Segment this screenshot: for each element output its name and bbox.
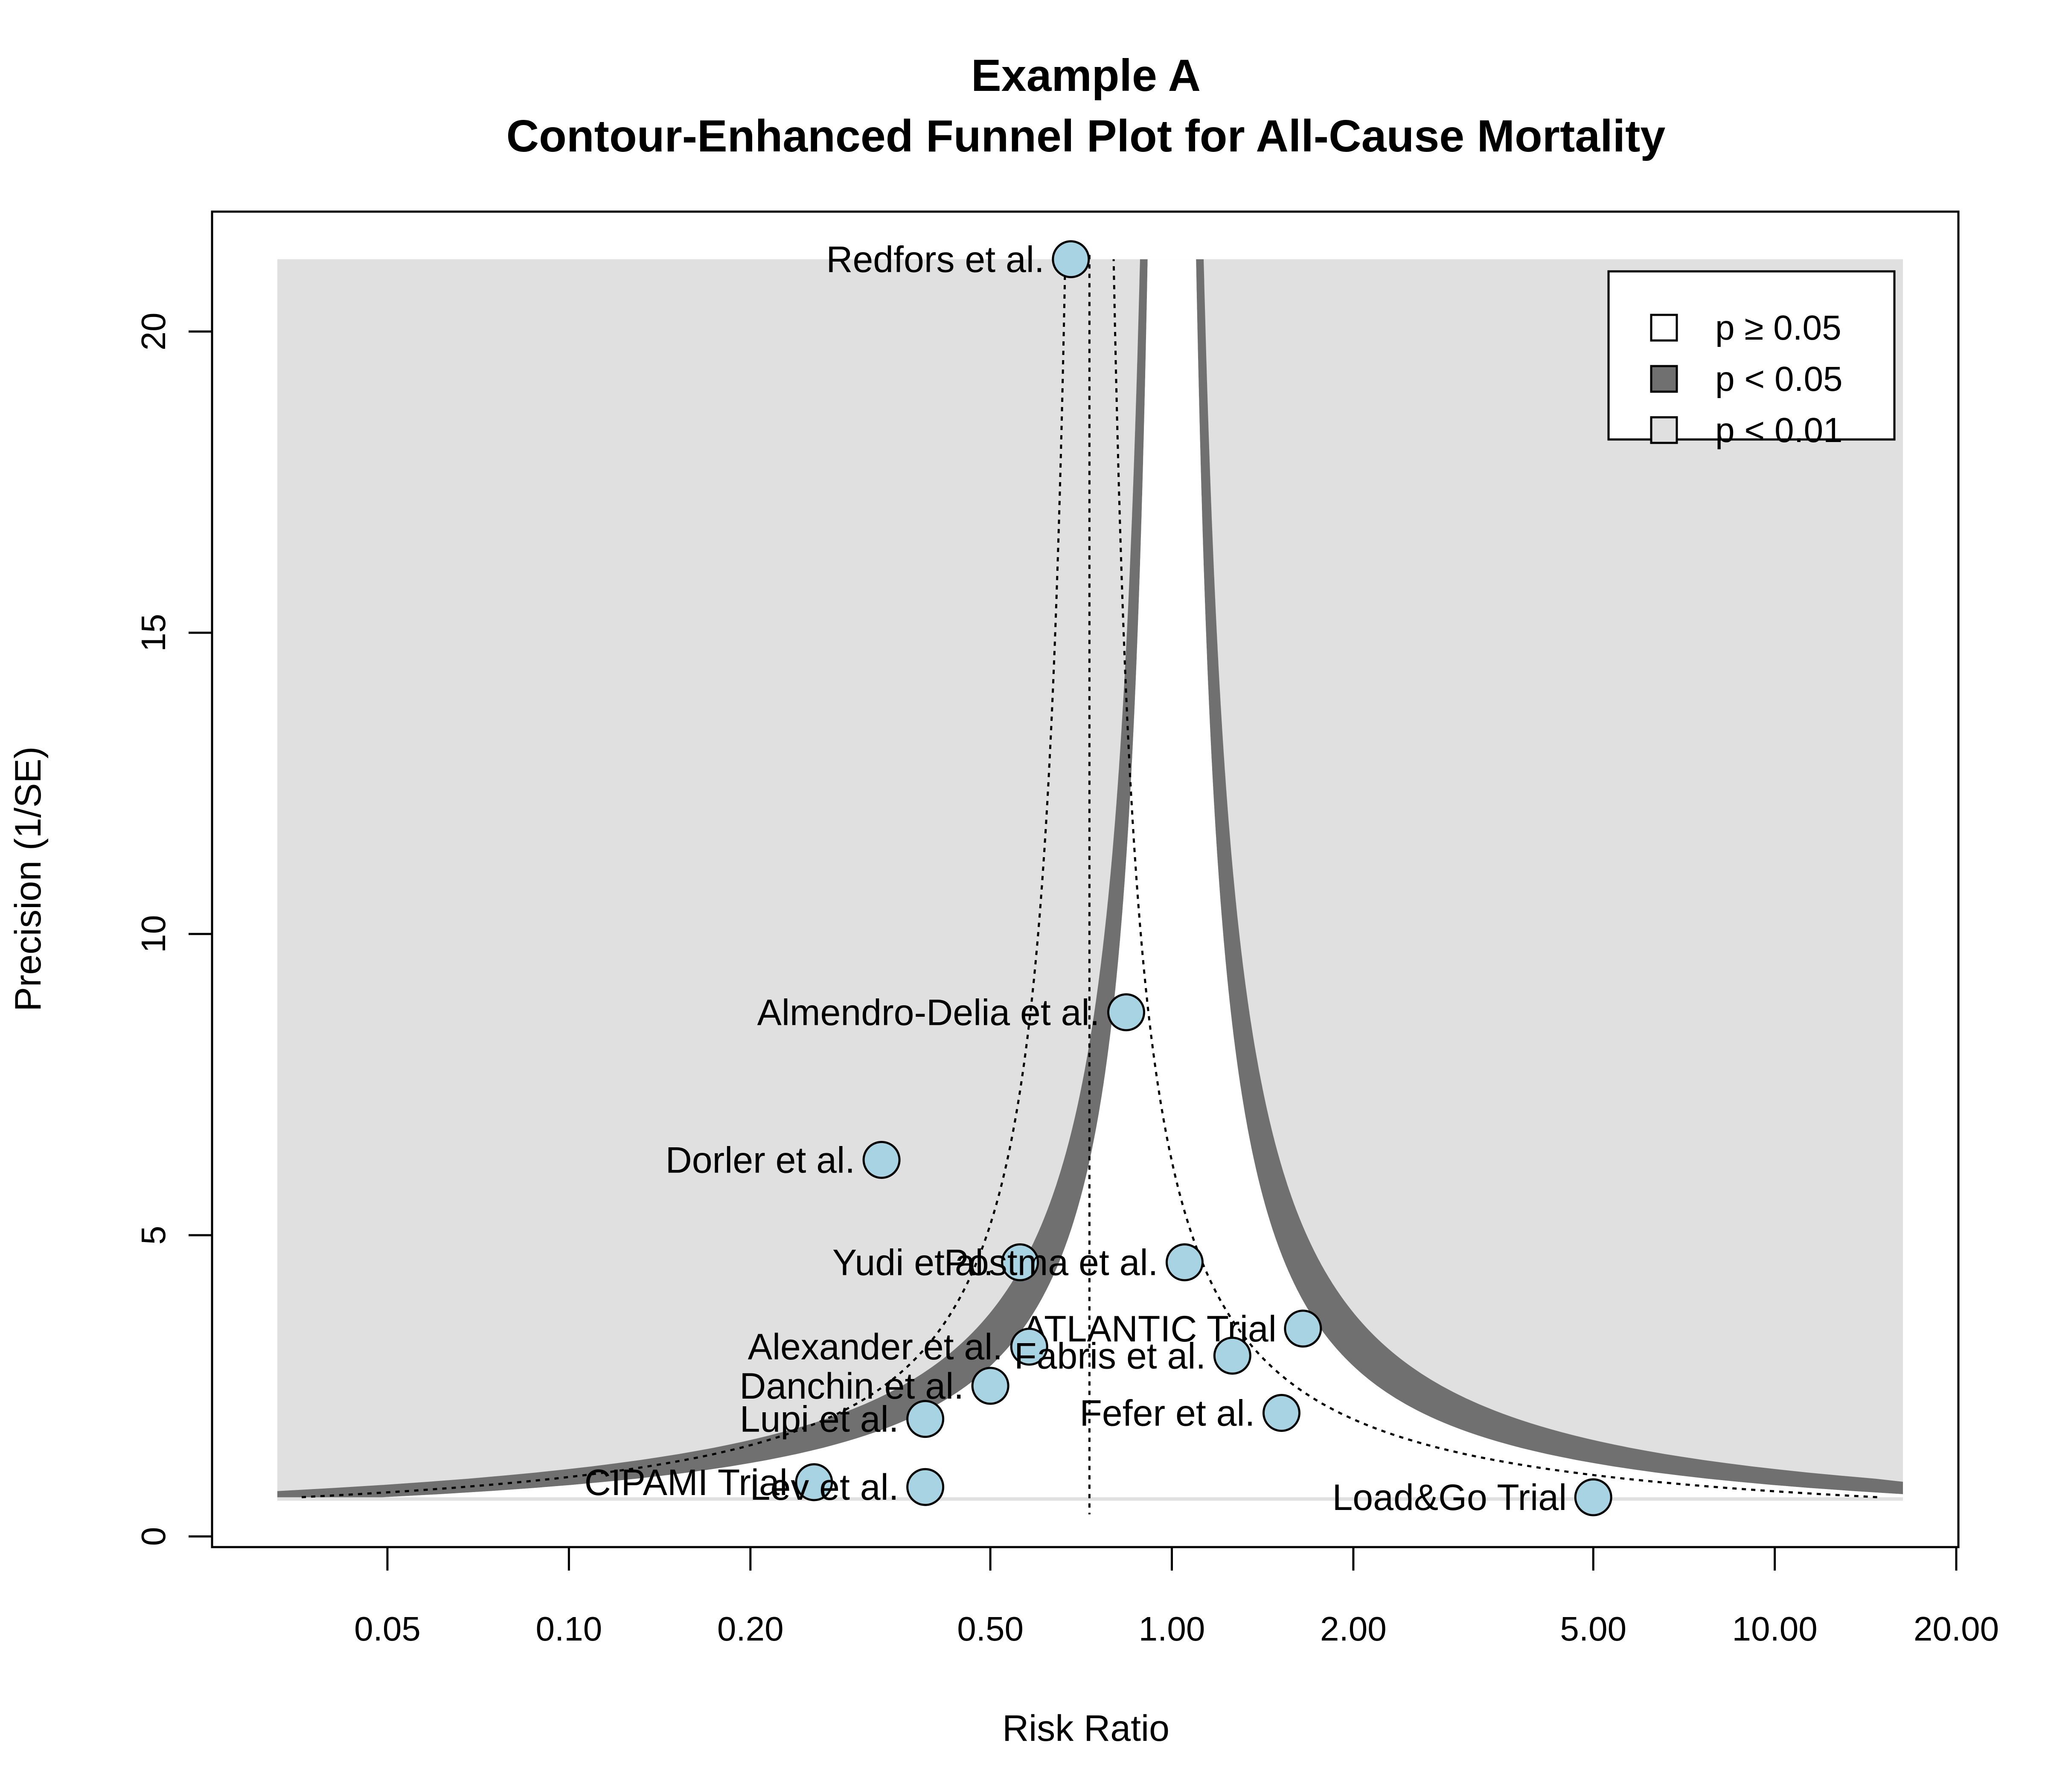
x-tick-label: 5.00 — [1560, 1610, 1626, 1648]
legend-label: p < 0.05 — [1715, 360, 1843, 399]
x-tick-label: 0.05 — [354, 1610, 421, 1648]
study-point — [906, 1468, 945, 1506]
x-tick-label: 0.50 — [957, 1610, 1024, 1648]
study-point — [1262, 1394, 1300, 1432]
chart-title: Example A — [971, 50, 1201, 101]
study-label: Fefer et al. — [1079, 1393, 1255, 1434]
legend-swatch — [1650, 314, 1678, 342]
x-axis: 0.05 0.10 0.20 0.50 1.00 2.00 5.00 10.00 20.00 — [354, 1546, 1999, 1648]
x-tick-label: 10.00 — [1732, 1610, 1818, 1648]
chart-subtitle: Contour-Enhanced Funnel Plot for All-Cau… — [506, 111, 1666, 161]
study-label: Postma et al. — [944, 1242, 1158, 1283]
study-label: Fabris et al. — [1014, 1335, 1206, 1376]
study-label: Alexander et al. — [748, 1327, 1003, 1367]
legend: p ≥ 0.05 p < 0.05 p < 0.01 — [1607, 270, 1896, 450]
x-axis-label: Risk Ratio — [1002, 1708, 1169, 1749]
study-point — [1001, 1243, 1039, 1282]
x-tick-label: 2.00 — [1320, 1610, 1387, 1648]
study-label: Lupi et al. — [740, 1399, 899, 1440]
x-tick-label: 20.00 — [1914, 1610, 1999, 1648]
study-point — [906, 1400, 945, 1438]
contour-regions — [277, 259, 1903, 1501]
funnel-ci-right — [1112, 259, 1877, 1498]
study-label: Almendro-Delia et al. — [757, 992, 1100, 1033]
study-point — [1284, 1309, 1322, 1348]
study-point — [971, 1367, 1009, 1405]
y-tick-label: 15 — [134, 614, 172, 652]
y-tick-label: 5 — [134, 1226, 172, 1245]
legend-swatch — [1650, 416, 1678, 444]
legend-label: p ≥ 0.05 — [1715, 308, 1841, 347]
study-label: Danchin et al. — [739, 1366, 964, 1407]
study-label: Redfors et al. — [826, 239, 1044, 280]
y-tick-label: 20 — [134, 313, 172, 351]
funnel-lines — [301, 255, 1877, 1515]
funnel-ci-left — [301, 259, 1067, 1498]
study-point — [1165, 1243, 1204, 1282]
y-tick-label: 0 — [134, 1527, 172, 1546]
y-axis-label: Precision (1/SE) — [8, 746, 49, 1011]
study-point — [1010, 1327, 1048, 1366]
study-point — [1107, 993, 1145, 1032]
study-point — [795, 1463, 833, 1501]
y-tick-label: 10 — [134, 915, 172, 953]
region-p-ge-005 — [382, 259, 1903, 1498]
x-tick-label: 0.10 — [536, 1610, 602, 1648]
study-label: CIPAMI Trial — [585, 1462, 788, 1503]
study-label: Dorler et al. — [666, 1140, 855, 1181]
study-point — [1052, 240, 1090, 279]
legend-box — [1607, 270, 1896, 441]
study-point — [1213, 1336, 1251, 1375]
study-points: Redfors et al. Almendro-Delia et al. Dorle… — [585, 239, 1612, 1518]
x-tick-label: 0.20 — [717, 1610, 784, 1648]
y-axis: 0 5 10 15 20 — [134, 313, 213, 1546]
legend-label: p < 0.01 — [1715, 411, 1843, 450]
study-label: Yudi et al. — [832, 1242, 994, 1283]
x-tick-label: 1.00 — [1139, 1610, 1205, 1648]
study-point — [862, 1141, 901, 1179]
study-label: Lev et al. — [750, 1467, 899, 1508]
legend-swatch — [1650, 365, 1678, 393]
study-point — [1574, 1478, 1612, 1516]
study-label: Load&Go Trial — [1332, 1477, 1567, 1518]
